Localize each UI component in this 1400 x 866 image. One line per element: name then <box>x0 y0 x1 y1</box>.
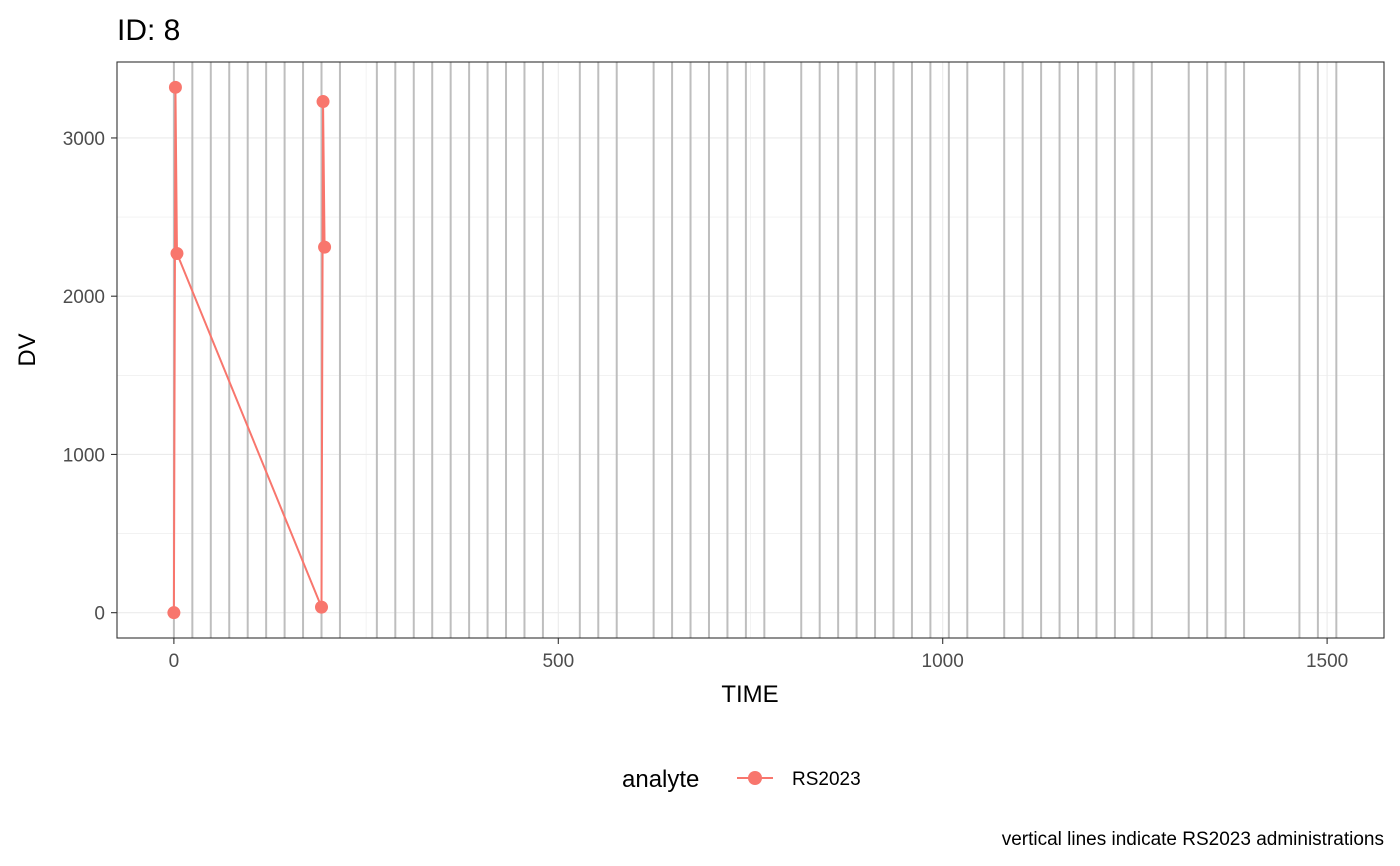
series-layer <box>167 80 332 620</box>
x-tick-label: 500 <box>542 651 574 672</box>
y-tick-label: 3000 <box>63 129 105 150</box>
data-point <box>315 600 329 614</box>
x-axis: 0 500 1000 1500 <box>169 638 1348 672</box>
chart-caption: vertical lines indicate RS2023 administr… <box>1002 829 1384 850</box>
panel-border <box>116 61 1385 639</box>
data-point <box>316 95 330 109</box>
legend-key-point <box>748 771 762 785</box>
major-gridlines <box>117 62 1384 638</box>
x-tick-label: 1000 <box>922 651 964 672</box>
x-tick-label: 0 <box>169 651 180 672</box>
y-tick-label: 2000 <box>63 287 105 308</box>
y-tick-label: 1000 <box>63 445 105 466</box>
series-line-rs2023 <box>172 87 326 613</box>
legend-label-rs2023: RS2023 <box>792 769 861 790</box>
x-tick-label: 1500 <box>1306 651 1348 672</box>
minor-gridlines <box>117 62 1384 638</box>
y-axis: 0 1000 2000 3000 <box>63 129 117 625</box>
administration-lines <box>172 62 1338 638</box>
y-tick-label: 0 <box>94 604 105 625</box>
legend-title: analyte <box>622 766 699 793</box>
chart-title: ID: 8 <box>117 14 180 47</box>
y-axis-title: DV <box>14 333 41 366</box>
data-point <box>170 246 184 260</box>
data-point <box>318 240 332 254</box>
data-point <box>167 606 181 620</box>
data-point <box>168 80 182 94</box>
plot-panel <box>116 61 1385 639</box>
legend: analyte RS2023 <box>622 766 861 793</box>
x-axis-title: TIME <box>721 681 778 708</box>
